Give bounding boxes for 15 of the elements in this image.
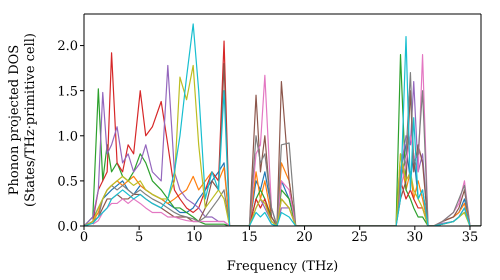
- x-tick-label: 25: [351, 230, 368, 246]
- x-tick-label: 30: [406, 230, 424, 246]
- x-axis-title: Frequency (THz): [226, 259, 338, 274]
- x-tick-label: 20: [296, 230, 313, 246]
- y-tick-label: 1.5: [57, 84, 78, 100]
- y-tick-label: 1.0: [57, 129, 78, 144]
- x-tick-label: 5: [135, 230, 144, 246]
- y-tick-label: 2.0: [57, 39, 78, 54]
- x-tick-label: 15: [241, 230, 258, 246]
- x-tick-label: 10: [186, 230, 203, 246]
- x-tick-label: 0: [80, 230, 88, 246]
- x-tick-label: 35: [462, 230, 478, 246]
- y-axis-title: Phonon projected DOS (States/THz·primitive cell): [7, 32, 38, 208]
- y-tick-label: 0.5: [57, 174, 78, 190]
- y-tick-label: 0.0: [57, 220, 78, 235]
